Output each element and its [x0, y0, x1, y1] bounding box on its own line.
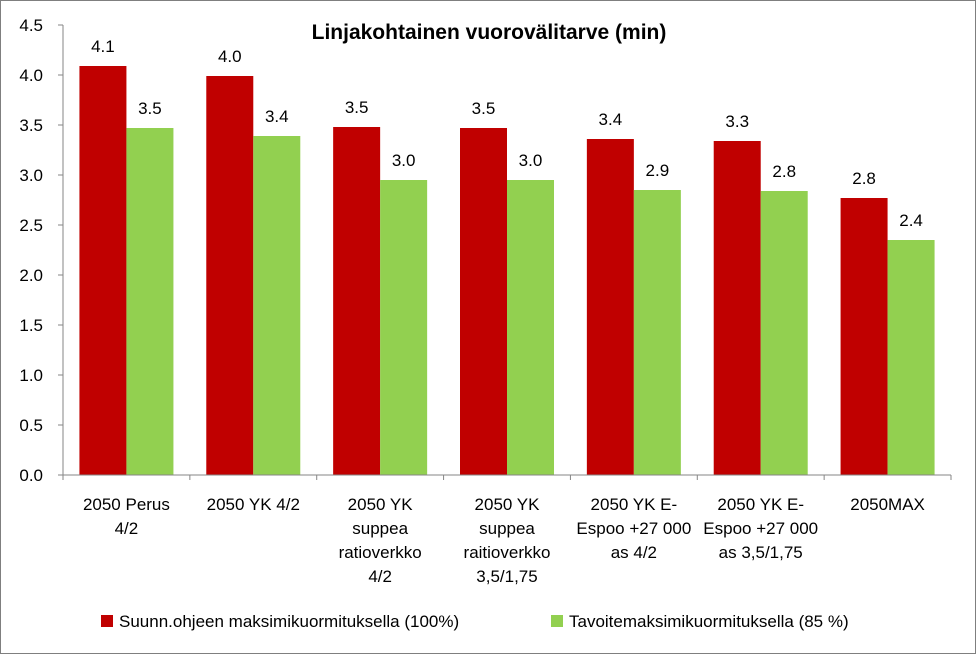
bar-series1 [713, 141, 761, 475]
bar-series1 [206, 76, 254, 475]
x-category-label: 2050 YK E- Espoo +27 000 as 4/2 [576, 495, 691, 562]
legend-label: Tavoitemaksimikuormituksella (85 %) [569, 612, 849, 631]
data-label: 3.0 [519, 151, 543, 170]
y-tick-label: 2.0 [19, 266, 43, 285]
chart-title: Linjakohtainen vuorovälitarve (min) [312, 21, 667, 44]
y-tick-label: 3.5 [19, 116, 43, 135]
bar-series1 [333, 127, 381, 475]
y-tick-label: 1.0 [19, 366, 43, 385]
x-category-line: 2050MAX [850, 495, 925, 514]
legend-label: Suunn.ohjeen maksimikuormituksella (100%… [119, 612, 459, 631]
y-tick-label: 4.0 [19, 66, 43, 85]
x-category-label: 2050 YK suppea ratioverkko 4/2 [339, 495, 422, 586]
x-category-line: 3,5/1,75 [476, 567, 537, 586]
x-category-label: 2050 YK suppea raitioverkko 3,5/1,75 [464, 495, 551, 586]
bar-series2 [507, 180, 554, 475]
data-label: 4.1 [91, 37, 115, 56]
data-label: 3.4 [265, 107, 289, 126]
y-tick-label: 0.5 [19, 416, 43, 435]
x-category-line: Espoo +27 000 [703, 519, 818, 538]
data-label: 3.5 [138, 99, 162, 118]
y-tick-label: 2.5 [19, 216, 43, 235]
x-category-line: suppea [352, 519, 408, 538]
bar-series1 [79, 66, 127, 475]
x-category-line: as 3,5/1,75 [719, 543, 803, 562]
x-axis: 2050 Perus 4/2 2050 YK 4/2 2050 YK suppea rat… [62, 474, 952, 586]
data-label: 3.3 [725, 112, 749, 131]
data-label: 3.4 [599, 110, 623, 129]
bar-series2 [253, 136, 301, 475]
x-category-line: 2050 YK E- [717, 495, 804, 514]
x-category-line: ratioverkko [339, 543, 422, 562]
y-axis: 0.0 0.5 1.0 1.5 2.0 2.5 3.0 3.5 4.0 4.5 [19, 16, 64, 485]
y-tick-label: 3.0 [19, 166, 43, 185]
data-label: 2.8 [772, 162, 796, 181]
y-tick-label: 4.5 [19, 16, 43, 35]
x-category-label: 2050 YK E- Espoo +27 000 as 3,5/1,75 [703, 495, 818, 562]
x-category-label: 2050 YK 4/2 [207, 495, 300, 514]
x-category-label: 2050 Perus 4/2 [83, 495, 170, 538]
legend-swatch [551, 615, 563, 627]
data-label: 2.4 [899, 211, 923, 230]
bar-series1 [460, 128, 507, 475]
data-label: 3.0 [392, 151, 416, 170]
x-category-line: raitioverkko [464, 543, 551, 562]
x-category-line: Espoo +27 000 [576, 519, 691, 538]
x-category-line: 2050 YK 4/2 [207, 495, 300, 514]
bar-series2 [633, 190, 681, 475]
bar-series2 [760, 191, 808, 475]
bars: 4.1 4.0 3.5 3.5 3.4 3.3 2.8 3.5 3.4 3.0 3.0 2.9 2.8 2… [79, 37, 935, 475]
bar-series1 [586, 139, 634, 475]
legend: Suunn.ohjeen maksimikuormituksella (100%… [101, 612, 849, 631]
x-category-line: suppea [479, 519, 535, 538]
bar-series2 [380, 180, 428, 475]
data-label: 3.5 [345, 98, 369, 117]
bar-series1 [840, 198, 888, 475]
x-category-line: 4/2 [368, 567, 392, 586]
x-category-line: 4/2 [115, 519, 139, 538]
data-label: 2.9 [646, 161, 670, 180]
y-tick-label: 0.0 [19, 466, 43, 485]
bar-series2 [887, 240, 935, 475]
data-label: 2.8 [852, 169, 876, 188]
x-category-line: 2050 YK [475, 495, 541, 514]
data-label: 3.5 [472, 99, 496, 118]
data-label: 4.0 [218, 47, 242, 66]
y-tick-label: 1.5 [19, 316, 43, 335]
x-category-line: 2050 Perus [83, 495, 170, 514]
bar-series2 [126, 128, 174, 475]
x-category-line: as 4/2 [611, 543, 657, 562]
x-category-line: 2050 YK E- [591, 495, 678, 514]
legend-swatch [101, 615, 113, 627]
x-category-line: 2050 YK [348, 495, 414, 514]
x-category-label: 2050MAX [850, 495, 925, 514]
